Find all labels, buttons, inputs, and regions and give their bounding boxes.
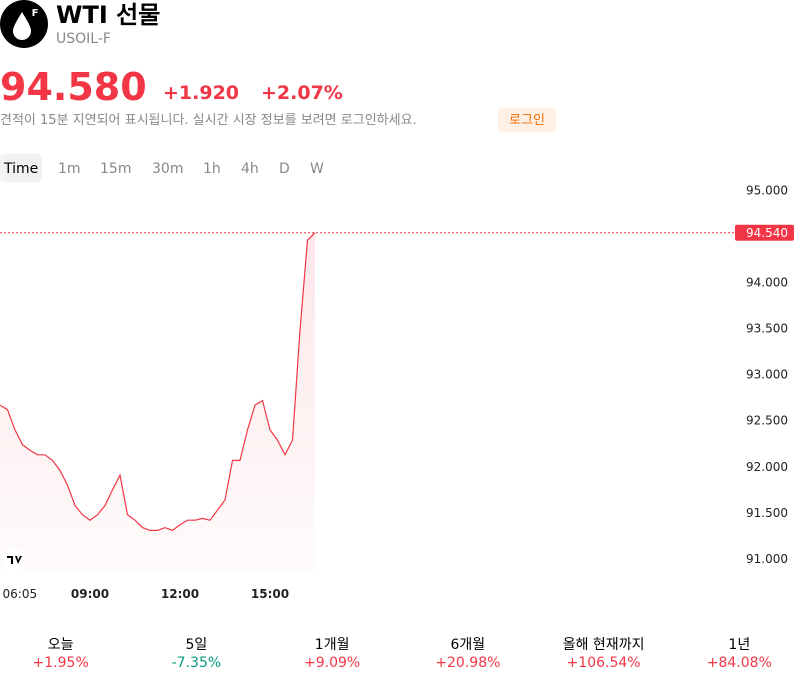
interval-tab[interactable]: W bbox=[310, 161, 324, 177]
price-line bbox=[0, 232, 316, 532]
line-area bbox=[0, 232, 315, 571]
interval-tab[interactable]: 15m bbox=[100, 161, 131, 177]
interval-tab[interactable]: 1m bbox=[58, 161, 81, 177]
perf-value[interactable]: +9.09% bbox=[304, 655, 360, 671]
perf-value[interactable]: +1.95% bbox=[33, 655, 89, 671]
delay-notice: 견적이 15분 지연되어 표시됩니다. 실시간 시장 정보를 보려면 로그인하세… bbox=[0, 113, 417, 128]
tradingview-logo bbox=[2, 548, 26, 572]
interval-tab[interactable]: 30m bbox=[152, 161, 183, 177]
x-tick-label: 15:00 bbox=[251, 587, 289, 601]
perf-label[interactable]: 5일 bbox=[186, 637, 208, 653]
perf-label[interactable]: 1년 bbox=[728, 637, 750, 653]
symbol: USOIL-F bbox=[56, 31, 111, 47]
interval-tab[interactable]: 4h bbox=[241, 161, 259, 177]
perf-value[interactable]: +84.08% bbox=[707, 655, 772, 671]
y-tick-label: 92.500 bbox=[746, 414, 788, 428]
y-tick-label: 91.000 bbox=[746, 552, 788, 566]
y-tick-label: 93.500 bbox=[746, 322, 788, 336]
price-change-pct: +2.07% bbox=[261, 82, 343, 104]
perf-value[interactable]: +106.54% bbox=[567, 655, 641, 671]
perf-value[interactable]: +20.98% bbox=[435, 655, 500, 671]
y-tick-label: 91.500 bbox=[746, 506, 788, 520]
perf-label[interactable]: 올해 현재까지 bbox=[563, 637, 645, 653]
perf-label[interactable]: 6개월 bbox=[451, 637, 486, 653]
x-tick-label: 06:05 bbox=[3, 587, 38, 601]
y-tick-label: 93.000 bbox=[746, 368, 788, 382]
x-tick-label: 09:00 bbox=[71, 587, 109, 601]
price-change: +1.920 bbox=[163, 82, 239, 104]
login-button-label[interactable]: 로그인 bbox=[509, 113, 545, 128]
perf-value[interactable]: -7.35% bbox=[172, 655, 222, 671]
interval-tab[interactable]: 1h bbox=[203, 161, 221, 177]
y-tick-label: 94.000 bbox=[746, 276, 788, 290]
drop-icon bbox=[13, 12, 31, 40]
y-tick-label: 92.000 bbox=[746, 460, 788, 474]
perf-label[interactable]: 오늘 bbox=[48, 637, 74, 653]
perf-label[interactable]: 1개월 bbox=[315, 637, 350, 653]
x-tick-label: 12:00 bbox=[161, 587, 199, 601]
interval-active-bg bbox=[0, 154, 42, 182]
y-tick-label: 95.000 bbox=[746, 183, 788, 197]
login-button[interactable] bbox=[498, 108, 556, 132]
last-price-badge bbox=[735, 224, 794, 241]
interval-tab[interactable]: D bbox=[279, 161, 290, 177]
interval-tab[interactable]: Time bbox=[3, 161, 38, 177]
icon-letter: F bbox=[32, 8, 39, 19]
last-price-label: 94.540 bbox=[746, 226, 788, 240]
price: 94.580 bbox=[0, 65, 147, 109]
title: WTI 선물 bbox=[56, 1, 160, 29]
